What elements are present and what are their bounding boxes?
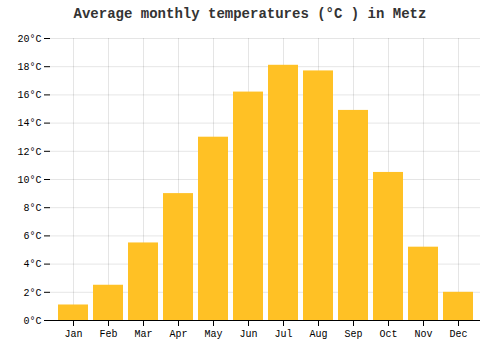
svg-text:0°C: 0°C: [23, 316, 41, 327]
svg-text:May: May: [204, 329, 222, 340]
svg-text:12°C: 12°C: [17, 147, 41, 158]
svg-text:6°C: 6°C: [23, 231, 41, 242]
svg-text:2°C: 2°C: [23, 288, 41, 299]
svg-text:Jan: Jan: [64, 329, 82, 340]
svg-text:Sep: Sep: [344, 329, 362, 340]
svg-text:20°C: 20°C: [17, 34, 41, 45]
svg-text:4°C: 4°C: [23, 259, 41, 270]
svg-text:Oct: Oct: [379, 329, 397, 340]
svg-text:14°C: 14°C: [17, 118, 41, 129]
svg-text:Aug: Aug: [309, 329, 327, 340]
svg-text:Dec: Dec: [449, 329, 467, 340]
svg-text:Nov: Nov: [414, 329, 432, 340]
svg-text:10°C: 10°C: [17, 175, 41, 186]
svg-text:8°C: 8°C: [23, 203, 41, 214]
svg-text:Mar: Mar: [134, 329, 152, 340]
svg-text:Apr: Apr: [169, 329, 187, 340]
svg-text:Jul: Jul: [274, 329, 292, 340]
svg-text:16°C: 16°C: [17, 90, 41, 101]
svg-text:18°C: 18°C: [17, 62, 41, 73]
svg-text:Jun: Jun: [239, 329, 257, 340]
html-text:Average monthly temperatures (: Average monthly temperatures (°C ) in Me…: [73, 6, 427, 22]
svg-text:Feb: Feb: [99, 329, 117, 340]
